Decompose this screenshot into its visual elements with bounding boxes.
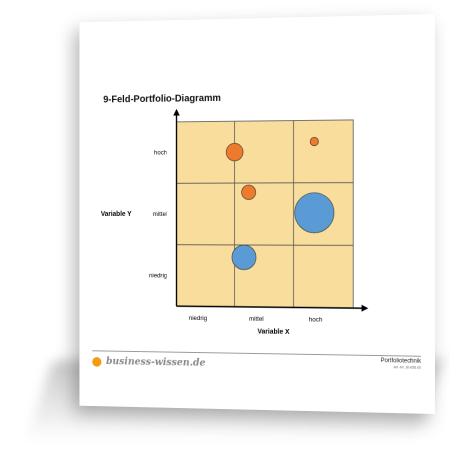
portfolio-bubble	[232, 245, 256, 270]
y-axis-label: Variable Y	[101, 211, 132, 218]
portfolio-bubble	[226, 143, 243, 161]
brand-name: business-wissen.de	[106, 356, 205, 368]
x-tick-label: mittel	[249, 316, 264, 323]
y-tick-label: mittel	[153, 211, 167, 218]
x-tick-label: hoch	[309, 316, 323, 323]
portfolio-bubble	[242, 185, 256, 200]
brand-dot-icon	[92, 357, 101, 367]
brand-logo: business-wissen.de	[92, 356, 205, 369]
article-number: Art.-Nr. 30-056.00	[394, 365, 421, 369]
x-tick-label: niedrig	[189, 315, 208, 322]
portfolio-bubble	[310, 137, 318, 146]
document-page: 9-Feld-Portfolio-Diagramm niedrig mittel h…	[79, 14, 435, 414]
document-type: Portfoliotechnik	[381, 358, 421, 365]
y-tick-label: niedrig	[149, 272, 168, 279]
portfolio-bubble	[295, 193, 334, 233]
x-axis-label: Variable X	[258, 328, 290, 335]
y-tick-label: hoch	[154, 150, 168, 157]
